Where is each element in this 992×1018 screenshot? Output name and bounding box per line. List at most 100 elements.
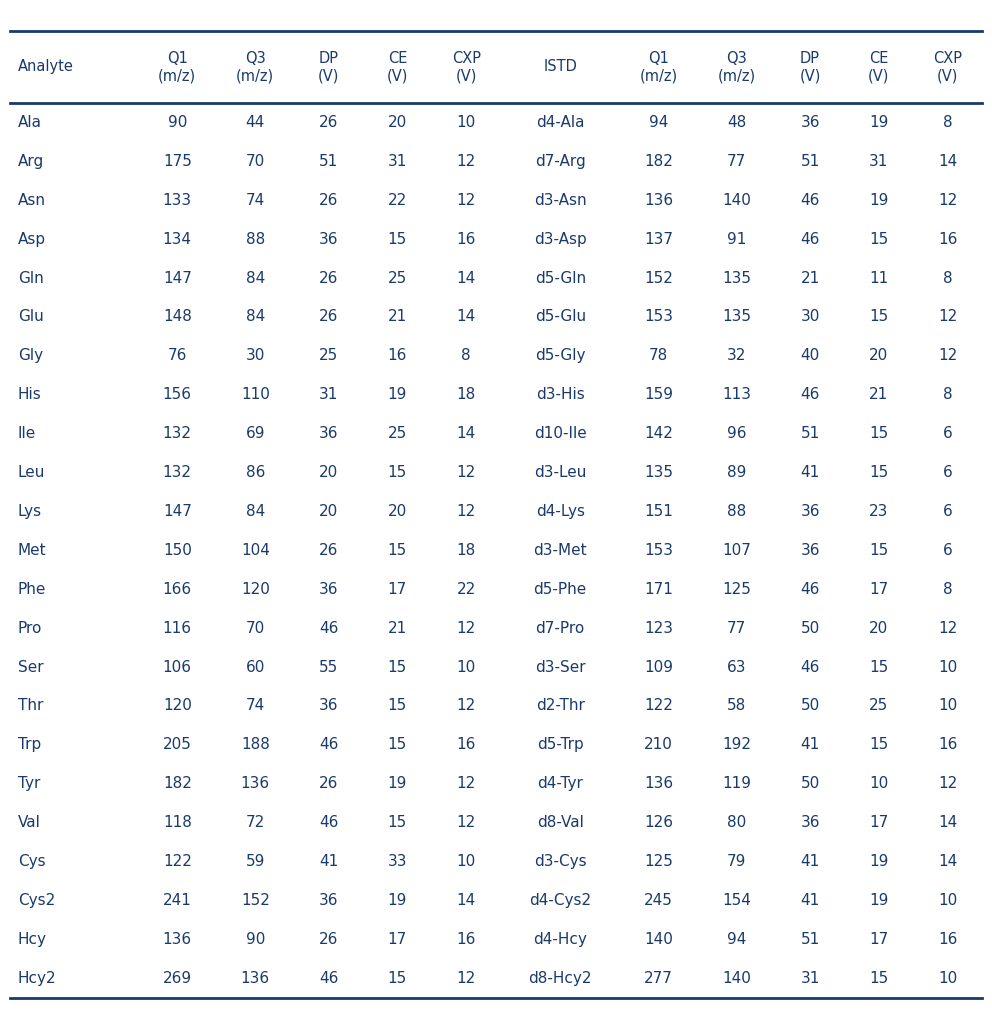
Text: 126: 126 — [644, 815, 674, 830]
Text: 18: 18 — [456, 387, 476, 402]
Text: 22: 22 — [456, 581, 476, 597]
Text: 16: 16 — [938, 232, 957, 246]
Text: 79: 79 — [727, 854, 746, 869]
Text: Arg: Arg — [18, 154, 44, 169]
Text: 50: 50 — [801, 621, 819, 635]
Text: d4-Lys: d4-Lys — [536, 504, 584, 519]
Text: 88: 88 — [727, 504, 746, 519]
Text: 25: 25 — [869, 698, 889, 714]
Text: 36: 36 — [318, 581, 338, 597]
Text: 122: 122 — [163, 854, 191, 869]
Text: 113: 113 — [722, 387, 751, 402]
Text: 125: 125 — [722, 581, 751, 597]
Text: 17: 17 — [388, 581, 407, 597]
Text: 19: 19 — [869, 192, 889, 208]
Text: 182: 182 — [645, 154, 674, 169]
Text: Leu: Leu — [18, 465, 46, 480]
Text: 46: 46 — [319, 971, 338, 985]
Text: 123: 123 — [644, 621, 674, 635]
Text: d4-Cys2: d4-Cys2 — [529, 893, 591, 908]
Text: 107: 107 — [722, 543, 751, 558]
Text: Pro: Pro — [18, 621, 43, 635]
Text: 72: 72 — [246, 815, 265, 830]
Text: 132: 132 — [163, 465, 191, 480]
Text: d8-Hcy2: d8-Hcy2 — [529, 971, 592, 985]
Text: 269: 269 — [163, 971, 191, 985]
Text: d3-His: d3-His — [536, 387, 584, 402]
Text: CXP
(V): CXP (V) — [933, 51, 962, 83]
Text: 11: 11 — [869, 271, 889, 286]
Text: 136: 136 — [241, 971, 270, 985]
Text: 25: 25 — [319, 348, 338, 363]
Text: 10: 10 — [456, 854, 476, 869]
Text: Cys: Cys — [18, 854, 46, 869]
Text: 147: 147 — [163, 504, 191, 519]
Text: 118: 118 — [163, 815, 191, 830]
Text: 69: 69 — [245, 427, 265, 441]
Text: 135: 135 — [722, 309, 751, 325]
Text: d5-Gly: d5-Gly — [535, 348, 585, 363]
Text: d5-Glu: d5-Glu — [535, 309, 585, 325]
Text: 46: 46 — [801, 387, 819, 402]
Text: 136: 136 — [163, 931, 191, 947]
Text: Met: Met — [18, 543, 47, 558]
Text: 12: 12 — [456, 465, 476, 480]
Text: 15: 15 — [388, 971, 407, 985]
Text: Ala: Ala — [18, 115, 42, 130]
Text: 15: 15 — [869, 971, 889, 985]
Text: 14: 14 — [456, 271, 476, 286]
Text: 16: 16 — [456, 737, 476, 752]
Text: 46: 46 — [801, 192, 819, 208]
Text: Q3
(m/z): Q3 (m/z) — [717, 51, 756, 83]
Text: Tyr: Tyr — [18, 776, 41, 791]
Text: 32: 32 — [727, 348, 746, 363]
Text: Ser: Ser — [18, 660, 44, 675]
Text: 10: 10 — [938, 698, 957, 714]
Text: 36: 36 — [801, 115, 819, 130]
Text: 31: 31 — [869, 154, 889, 169]
Text: 50: 50 — [801, 776, 819, 791]
Text: 60: 60 — [246, 660, 265, 675]
Text: 70: 70 — [246, 621, 265, 635]
Text: 15: 15 — [869, 232, 889, 246]
Text: Q1
(m/z): Q1 (m/z) — [159, 51, 196, 83]
Text: Glu: Glu — [18, 309, 44, 325]
Text: Phe: Phe — [18, 581, 47, 597]
Text: Ile: Ile — [18, 427, 36, 441]
Text: 6: 6 — [942, 543, 952, 558]
Text: 15: 15 — [388, 737, 407, 752]
Text: 94: 94 — [649, 115, 669, 130]
Text: 51: 51 — [801, 154, 819, 169]
Text: d5-Phe: d5-Phe — [534, 581, 587, 597]
Text: 41: 41 — [801, 893, 819, 908]
Text: 51: 51 — [801, 427, 819, 441]
Text: 12: 12 — [456, 621, 476, 635]
Text: 132: 132 — [163, 427, 191, 441]
Text: 16: 16 — [388, 348, 407, 363]
Text: 166: 166 — [163, 581, 191, 597]
Text: 171: 171 — [645, 581, 674, 597]
Text: 26: 26 — [319, 271, 338, 286]
Text: 23: 23 — [869, 504, 889, 519]
Text: 22: 22 — [388, 192, 407, 208]
Text: 15: 15 — [869, 427, 889, 441]
Text: 137: 137 — [644, 232, 674, 246]
Text: 16: 16 — [938, 737, 957, 752]
Text: 116: 116 — [163, 621, 191, 635]
Text: 192: 192 — [722, 737, 751, 752]
Text: 26: 26 — [319, 192, 338, 208]
Text: 14: 14 — [456, 309, 476, 325]
Text: 19: 19 — [388, 776, 407, 791]
Text: 8: 8 — [942, 115, 952, 130]
Text: 17: 17 — [869, 815, 889, 830]
Text: Asp: Asp — [18, 232, 46, 246]
Text: Q3
(m/z): Q3 (m/z) — [236, 51, 275, 83]
Text: 36: 36 — [318, 232, 338, 246]
Text: 122: 122 — [645, 698, 674, 714]
Text: 86: 86 — [246, 465, 265, 480]
Text: 12: 12 — [456, 971, 476, 985]
Text: 46: 46 — [319, 737, 338, 752]
Text: 15: 15 — [388, 660, 407, 675]
Text: 50: 50 — [801, 698, 819, 714]
Text: 15: 15 — [388, 815, 407, 830]
